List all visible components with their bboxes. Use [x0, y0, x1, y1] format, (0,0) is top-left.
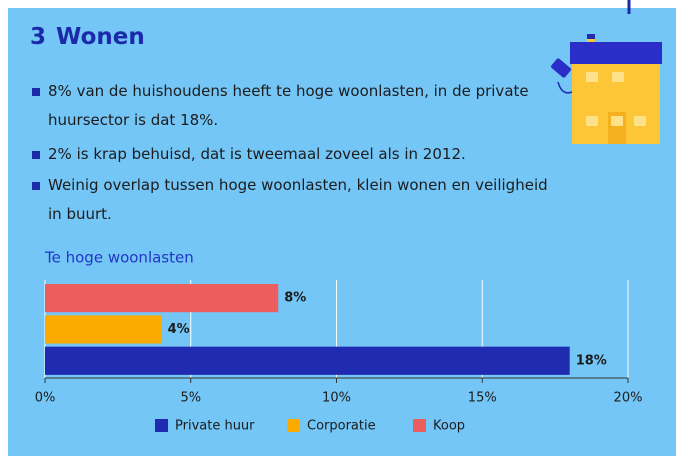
bar	[45, 347, 570, 375]
house-icon	[550, 34, 662, 144]
legend-swatch	[287, 419, 300, 432]
legend-label: Koop	[433, 419, 465, 434]
page: 3Wonen 8% van de huishoudens heeft te ho…	[0, 0, 684, 464]
value-label: 4%	[168, 322, 190, 337]
x-tick-label: 15%	[468, 391, 497, 406]
legend-swatch	[413, 419, 426, 432]
bar	[45, 284, 278, 312]
legend-label: Private huur	[175, 419, 255, 434]
x-tick-label: 0%	[35, 391, 56, 406]
chart: Te hoge woonlasten 0% 5% 10% 15% 20% 18% 4% 8% P…	[0, 0, 684, 464]
legend-label: Corporatie	[307, 419, 376, 434]
legend-swatch	[155, 419, 168, 432]
x-tick-label: 20%	[614, 391, 643, 406]
x-tick-label: 5%	[180, 391, 201, 406]
x-tick-label: 10%	[322, 391, 351, 406]
value-label: 18%	[576, 353, 607, 368]
chart-title: Te hoge woonlasten	[44, 249, 194, 267]
bar	[45, 315, 162, 343]
value-label: 8%	[284, 291, 306, 306]
